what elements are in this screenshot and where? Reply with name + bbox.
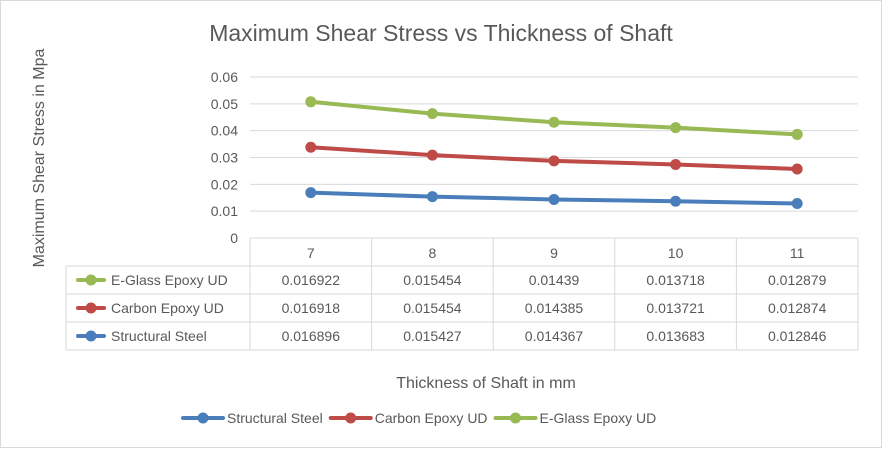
- data-point: [670, 122, 682, 134]
- table-legend-key-marker: [85, 274, 97, 286]
- table-cell: 0.015454: [403, 300, 462, 316]
- data-point: [791, 128, 803, 140]
- data-point: [791, 163, 803, 175]
- table-cell: 0.016896: [282, 328, 341, 344]
- x-axis-title: Thickness of Shaft in mm: [396, 375, 576, 392]
- data-point: [426, 108, 438, 120]
- table-cell: 0.013718: [646, 272, 705, 288]
- table-cell: 0.012879: [768, 272, 827, 288]
- y-tick-label: 0.06: [211, 69, 238, 85]
- y-tick-label: 0.03: [211, 150, 238, 166]
- data-point: [426, 149, 438, 161]
- series-lines: [305, 96, 803, 210]
- table-cell: 0.013721: [646, 300, 705, 316]
- data-table: 7 8 9 10 11 E-Glass Epoxy UD 0.016922 0.015454 0…: [65, 237, 859, 351]
- y-tick-label: 0.01: [211, 203, 238, 219]
- table-cell: 0.012874: [768, 300, 827, 316]
- chart-title: Maximum Shear Stress vs Thickness of Sha…: [209, 20, 673, 46]
- x-tick-label: 10: [668, 245, 684, 261]
- table-row-label: Carbon Epoxy UD: [111, 300, 224, 316]
- y-tick-label: 0: [230, 230, 238, 246]
- x-tick-label: 11: [790, 245, 805, 261]
- table-cell: 0.016922: [282, 272, 341, 288]
- table-row-label: E-Glass Epoxy UD: [111, 272, 228, 288]
- table-cell: 0.016918: [282, 300, 341, 316]
- legend-key-marker: [197, 412, 209, 424]
- table-cell: 0.015454: [403, 272, 462, 288]
- y-tick-label: 0.05: [211, 96, 238, 112]
- y-axis-ticks: 0 0.01 0.02 0.03 0.04 0.05 0.06: [211, 69, 238, 246]
- x-tick-label: 9: [550, 245, 558, 261]
- table-cell: 0.014367: [525, 328, 584, 344]
- data-point: [548, 155, 560, 167]
- legend-label: Carbon Epoxy UD: [375, 410, 488, 426]
- legend-label: E-Glass Epoxy UD: [540, 410, 657, 426]
- y-tick-label: 0.04: [211, 123, 238, 139]
- legend-key-marker: [345, 412, 357, 424]
- data-point: [426, 191, 438, 203]
- table-cell: 0.01439: [529, 272, 580, 288]
- data-point: [670, 158, 682, 170]
- table-legend-key-marker: [85, 330, 97, 342]
- x-tick-label: 7: [307, 245, 315, 261]
- table-cell: 0.015427: [403, 328, 462, 344]
- table-row-label: Structural Steel: [111, 328, 207, 344]
- data-point: [791, 198, 803, 210]
- y-tick-label: 0.02: [211, 176, 238, 192]
- x-tick-label: 8: [429, 245, 437, 261]
- legend: Structural Steel Carbon Epoxy UD E-Glass E…: [181, 410, 657, 426]
- data-point: [305, 141, 317, 153]
- data-point: [305, 96, 317, 108]
- data-point: [548, 193, 560, 205]
- table-cell: 0.014385: [525, 300, 584, 316]
- data-point: [548, 116, 560, 128]
- table-legend-key-marker: [85, 302, 97, 314]
- legend-label: Structural Steel: [227, 410, 323, 426]
- y-axis-title: Maximum Shear Stress in Mpa: [31, 49, 48, 268]
- legend-key-marker: [510, 412, 522, 424]
- table-cell: 0.012846: [768, 328, 827, 344]
- data-point: [670, 195, 682, 207]
- table-cell: 0.013683: [646, 328, 705, 344]
- data-point: [305, 187, 317, 199]
